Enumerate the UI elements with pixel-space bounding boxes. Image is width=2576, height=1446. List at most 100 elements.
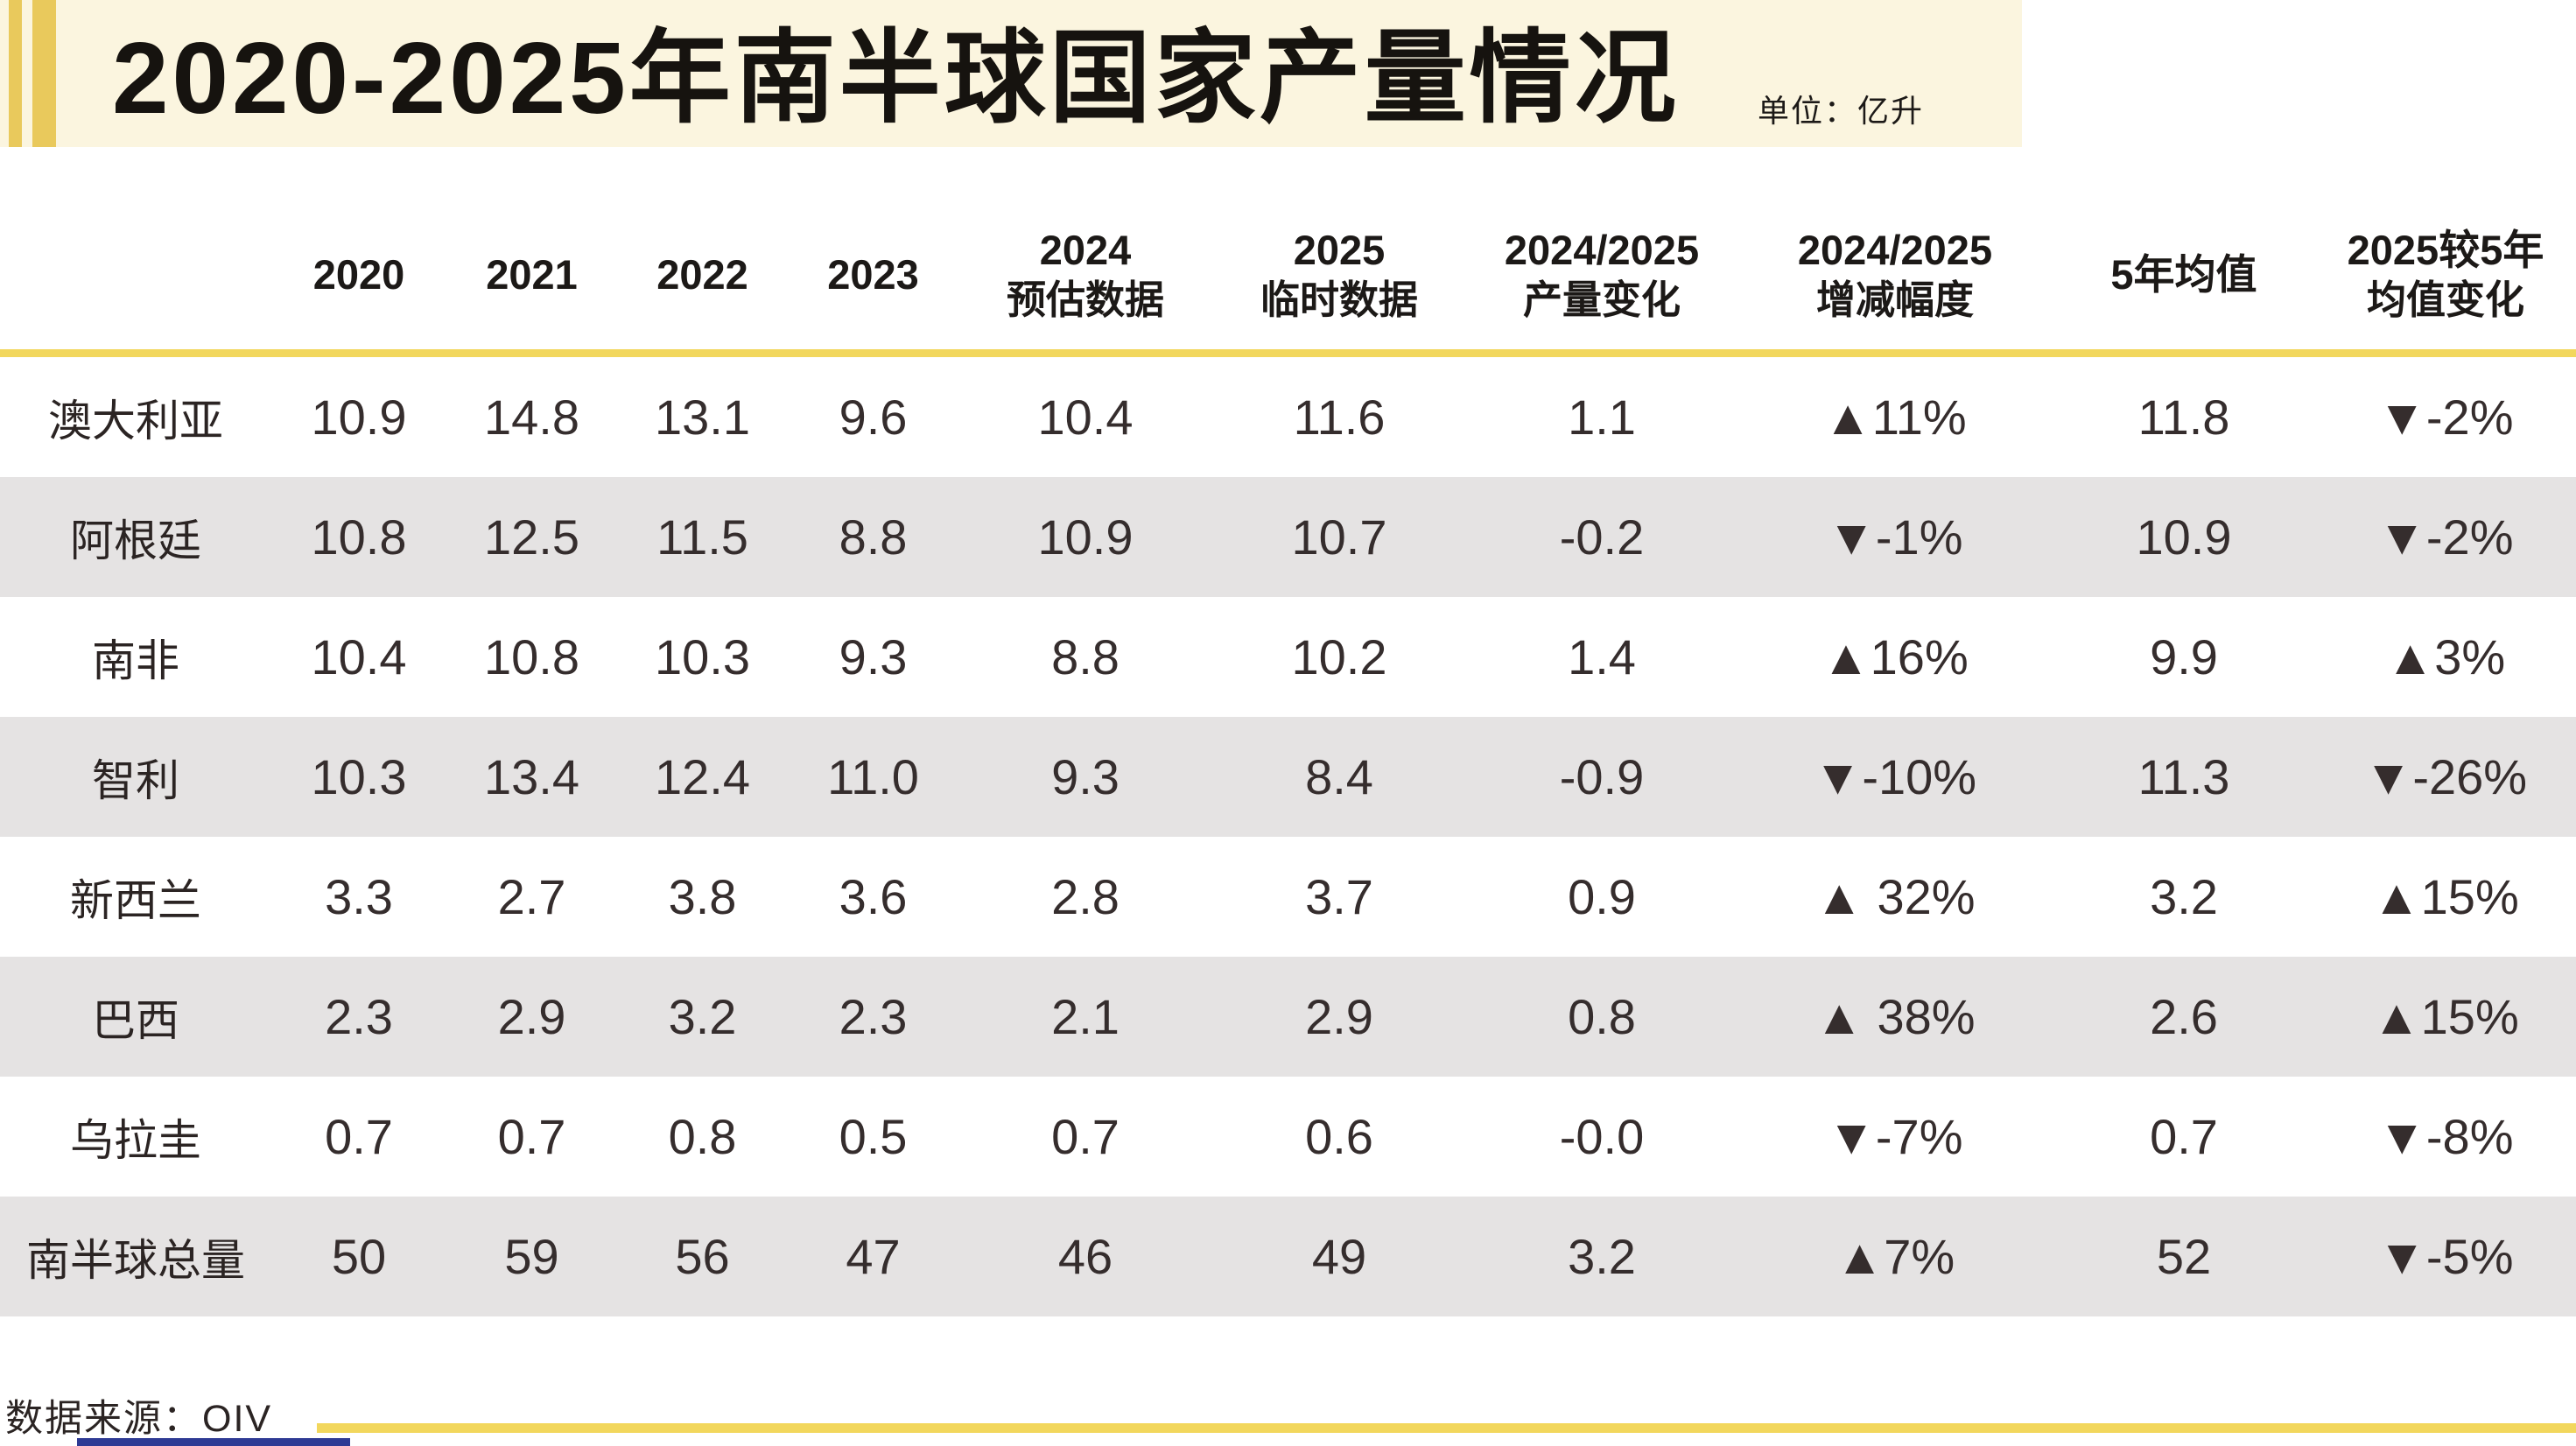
- table-cell: 0.7: [325, 1109, 393, 1164]
- header-cell-2: 2022: [656, 250, 748, 298]
- header-cell-6: 2024/2025 产量变化: [1504, 226, 1700, 323]
- table-cell: 13.4: [484, 749, 579, 804]
- table-cell: ▲ 32%: [1814, 869, 1976, 924]
- table-cell: ▼-2%: [2377, 390, 2514, 445]
- table-cell: 0.5: [839, 1109, 908, 1164]
- row-label: 乌拉圭: [70, 1115, 201, 1165]
- table-cell: 10.8: [311, 509, 407, 565]
- table-cell: 49: [1311, 1229, 1367, 1284]
- header-divider: [0, 349, 2576, 357]
- table-cell: ▼-1%: [1827, 509, 1963, 565]
- table-body: 澳大利亚 10.9 14.8 13.1 9.6 10.4 11.6 1.1 ▲11% 11.8 ▼-…: [0, 357, 2576, 1316]
- data-source-label: 数据来源：OIV: [5, 1398, 273, 1440]
- table-cell: -0.2: [1559, 509, 1645, 565]
- table-cell: 3.2: [668, 989, 737, 1044]
- table-cell: 0.9: [1568, 869, 1636, 924]
- table-cell: ▲3%: [2385, 629, 2506, 684]
- table-row: 南非 10.4 10.8 10.3 9.3 8.8 10.2 1.4 ▲16% 9.9 ▲3%: [0, 597, 2576, 717]
- table-cell: -0.9: [1559, 749, 1645, 804]
- table-cell: ▼-7%: [1827, 1109, 1963, 1164]
- title-banner: 2020-2025年南半球国家产量情况 单位：亿升: [0, 0, 2022, 147]
- table-cell: 0.7: [497, 1109, 566, 1164]
- footer-divider: [317, 1423, 2576, 1433]
- table-cell: 10.2: [1291, 629, 1387, 684]
- table-cell: 9.6: [839, 390, 908, 445]
- row-label: 南半球总量: [26, 1235, 245, 1285]
- table-cell: 10.3: [311, 749, 407, 804]
- table-cell: 3.6: [839, 869, 908, 924]
- table-cell: 13.1: [655, 390, 750, 445]
- table-cell: 46: [1057, 1229, 1113, 1284]
- table-cell: 10.4: [1037, 390, 1134, 445]
- table-cell: 14.8: [484, 390, 579, 445]
- table-cell: 0.6: [1305, 1109, 1373, 1164]
- table-cell: 56: [675, 1229, 730, 1284]
- header-cell-0: 2020: [312, 250, 405, 298]
- table-cell: 12.5: [484, 509, 579, 565]
- row-label: 阿根廷: [70, 516, 201, 565]
- table-cell: 2.3: [325, 989, 393, 1044]
- table-cell: ▲16%: [1821, 629, 1969, 684]
- unit-label: 单位：亿升: [1758, 93, 1925, 129]
- table-cell: 2.9: [1305, 989, 1373, 1044]
- table-cell: 0.7: [2150, 1109, 2218, 1164]
- header-cell-empty: [0, 200, 271, 350]
- table-cell: 3.2: [2150, 869, 2218, 924]
- header-cell-7: 2024/2025 增减幅度: [1797, 226, 1993, 323]
- table-cell: 1.4: [1568, 629, 1636, 684]
- table-cell: 10.9: [1037, 509, 1134, 565]
- table-header-row: 2020 2021 2022 2023 2024 预估数据 2025 临时数据 2024/202…: [0, 200, 2576, 350]
- table-cell: 3.3: [325, 869, 393, 924]
- table-cell: 47: [846, 1229, 901, 1284]
- table-cell: 8.4: [1305, 749, 1373, 804]
- table-row: 巴西 2.3 2.9 3.2 2.3 2.1 2.9 0.8 ▲ 38% 2.6 ▲15%: [0, 957, 2576, 1077]
- row-label: 智利: [92, 755, 179, 805]
- table-cell: 11.5: [656, 509, 748, 565]
- accent-stripe-thin: [9, 0, 22, 147]
- header-cell-1: 2021: [486, 250, 578, 298]
- table-cell: 59: [504, 1229, 559, 1284]
- table-cell: 2.8: [1051, 869, 1120, 924]
- row-label: 新西兰: [70, 875, 201, 925]
- table-cell: 2.6: [2150, 989, 2218, 1044]
- table-row: 澳大利亚 10.9 14.8 13.1 9.6 10.4 11.6 1.1 ▲11% 11.8 ▼-…: [0, 357, 2576, 477]
- table-cell: 3.8: [668, 869, 737, 924]
- table-cell: 52: [2156, 1229, 2212, 1284]
- header-cell-3: 2023: [827, 250, 919, 298]
- header-cell-5: 2025 临时数据: [1260, 226, 1418, 323]
- table-cell: 11.6: [1293, 390, 1386, 445]
- table-row: 新西兰 3.3 2.7 3.8 3.6 2.8 3.7 0.9 ▲ 32% 3.2 ▲15%: [0, 837, 2576, 957]
- table-cell: 11.3: [2137, 749, 2230, 804]
- table-cell: 2.1: [1051, 989, 1120, 1044]
- page-title: 2020-2025年南半球国家产量情况: [112, 20, 1680, 135]
- table-row: 南半球总量 50 59 56 47 46 49 3.2 ▲7% 52 ▼-5%: [0, 1197, 2576, 1316]
- table-cell: 9.9: [2150, 629, 2218, 684]
- table-cell: -0.0: [1559, 1109, 1645, 1164]
- table-cell: 10.9: [311, 390, 407, 445]
- table-cell: 10.4: [311, 629, 407, 684]
- table-cell: 8.8: [839, 509, 908, 565]
- table-cell: 12.4: [655, 749, 750, 804]
- table-cell: 9.3: [1051, 749, 1120, 804]
- table-cell: ▲15%: [2372, 869, 2519, 924]
- table-cell: ▼-2%: [2377, 509, 2514, 565]
- table-cell: 2.3: [839, 989, 908, 1044]
- table-cell: 1.1: [1568, 390, 1636, 445]
- row-label: 南非: [92, 635, 179, 685]
- table-cell: 10.9: [2136, 509, 2232, 565]
- header-cell-4: 2024 预估数据: [1006, 226, 1164, 323]
- table-cell: 0.8: [1568, 989, 1636, 1044]
- table-cell: ▼-10%: [1813, 749, 1977, 804]
- table-cell: 11.0: [827, 749, 919, 804]
- accent-stripe-wide: [32, 0, 56, 147]
- table-row: 智利 10.3 13.4 12.4 11.0 9.3 8.4 -0.9 ▼-10% 11.3 ▼-2…: [0, 717, 2576, 837]
- table-row: 阿根廷 10.8 12.5 11.5 8.8 10.9 10.7 -0.2 ▼-1% 10.9 ▼-…: [0, 477, 2576, 597]
- row-label: 巴西: [92, 995, 179, 1045]
- table-cell: ▲15%: [2372, 989, 2519, 1044]
- table-cell: 9.3: [839, 629, 908, 684]
- table-cell: 10.8: [484, 629, 579, 684]
- table-cell: 0.8: [668, 1109, 737, 1164]
- table-cell: ▼-8%: [2377, 1109, 2514, 1164]
- table-cell: ▼-26%: [2363, 749, 2528, 804]
- table-cell: 50: [331, 1229, 387, 1284]
